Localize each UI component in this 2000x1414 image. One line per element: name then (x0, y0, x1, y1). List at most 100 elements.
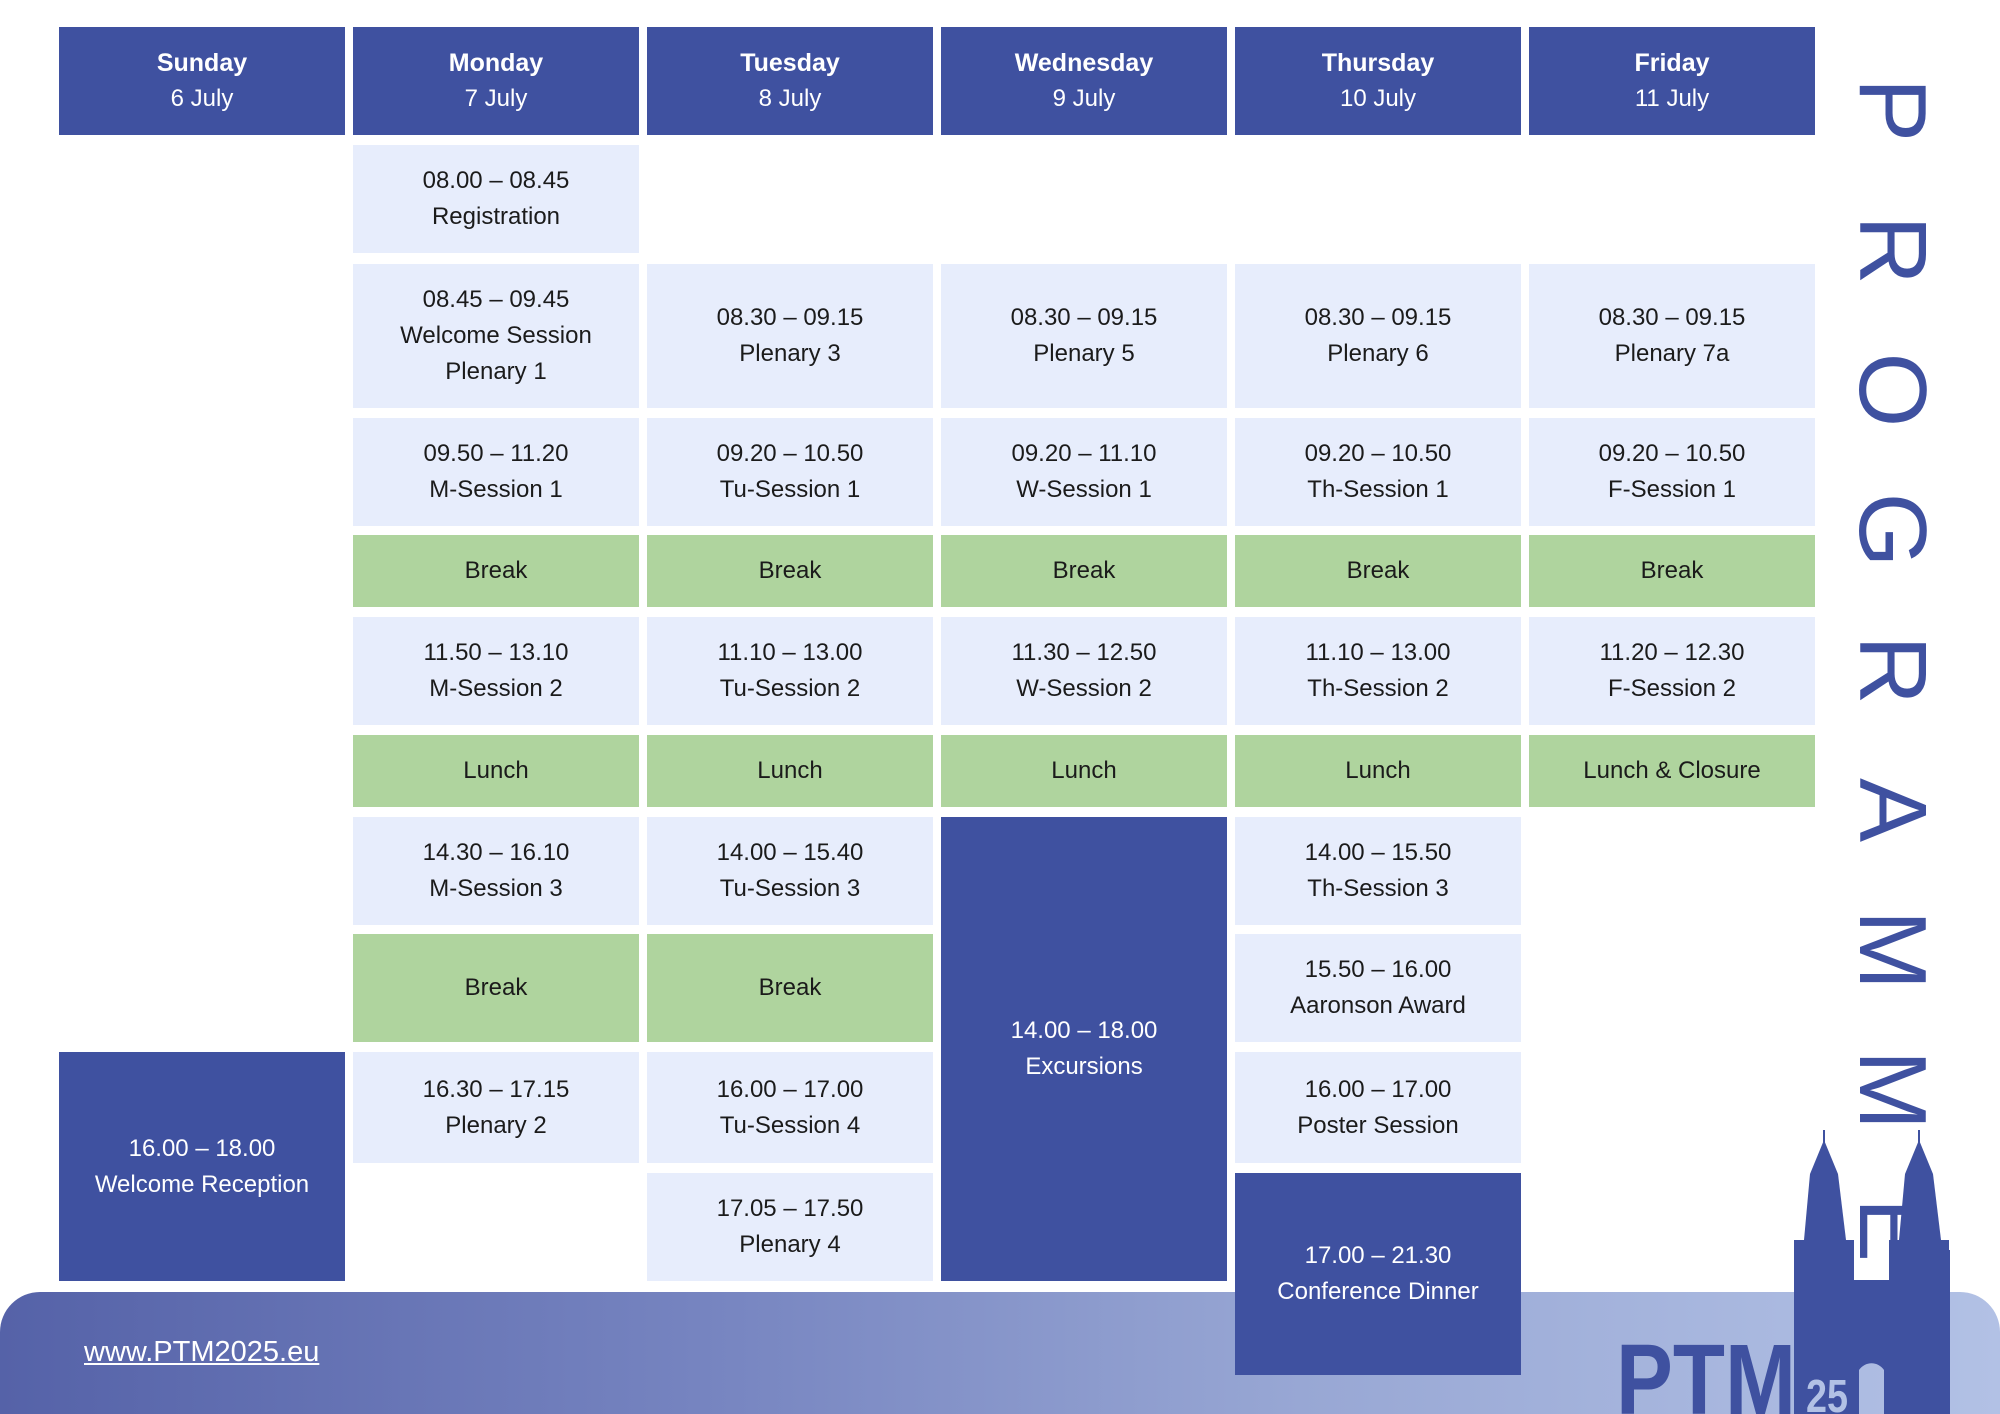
session-time: 11.30 – 12.50 (1011, 639, 1157, 666)
session-poster-session: 16.00 – 17.00 Poster Session (1235, 1052, 1521, 1163)
lunch-label: Lunch (463, 757, 529, 784)
break-block: Break (941, 535, 1227, 607)
session-title: Plenary 3 (739, 340, 841, 367)
break-block: Break (353, 934, 639, 1042)
day-date: 11 July (1634, 85, 1710, 112)
break-block: Break (353, 535, 639, 607)
day-header-friday: Friday 11 July (1529, 27, 1815, 135)
session-title: M-Session 1 (429, 476, 563, 503)
session-title: M-Session 3 (429, 875, 563, 902)
website-link[interactable]: www.PTM2025.eu (84, 1336, 320, 1368)
session-title: Poster Session (1297, 1111, 1459, 1139)
session-time: 08.30 – 09.15 (1010, 304, 1158, 331)
session-plenary-4: 17.05 – 17.50 Plenary 4 (647, 1173, 933, 1281)
session-time: 09.20 – 10.50 (1304, 440, 1452, 467)
session-tu-session-4: 16.00 – 17.00 Tu-Session 4 (647, 1052, 933, 1163)
break-label: Break (1640, 557, 1704, 584)
title-letter: R (1839, 215, 1946, 285)
session-title: Th-Session 1 (1307, 476, 1449, 503)
session-time: 11.50 – 13.10 (423, 639, 569, 666)
session-title: Tu-Session 2 (719, 675, 861, 702)
day-name: Monday (448, 49, 544, 77)
logo-superscript: 25 (1806, 1370, 1848, 1414)
lunch-block: Lunch (647, 735, 933, 807)
session-title: Aaronson Award (1290, 992, 1466, 1019)
title-letter: P (1839, 77, 1946, 143)
lunch-label: Lunch (1051, 757, 1117, 784)
session-title: Welcome Session (400, 322, 592, 349)
session-time: 08.45 – 09.45 (422, 286, 570, 313)
day-date: 7 July (464, 85, 528, 112)
lunch-label: Lunch (1345, 757, 1411, 784)
session-plenary-7a: 08.30 – 09.15 Plenary 7a (1529, 264, 1815, 408)
session-th-session-2: 11.10 – 13.00 Th-Session 2 (1235, 617, 1521, 725)
lunch-label: Lunch & Closure (1583, 757, 1761, 784)
session-title: Registration (431, 203, 561, 230)
lunch-block: Lunch (941, 735, 1227, 807)
day-date: 8 July (758, 85, 822, 112)
session-time: 11.10 – 13.00 (1305, 639, 1451, 666)
day-name: Sunday (156, 49, 248, 77)
day-header-tuesday: Tuesday 8 July (647, 27, 933, 135)
title-letter: R (1839, 635, 1946, 705)
session-excursions: 14.00 – 18.00 Excursions (941, 817, 1227, 1281)
session-plenary-2: 16.30 – 17.15 Plenary 2 (353, 1052, 639, 1163)
session-plenary-3: 08.30 – 09.15 Plenary 3 (647, 264, 933, 408)
session-plenary-6: 08.30 – 09.15 Plenary 6 (1235, 264, 1521, 408)
session-th-session-3: 14.00 – 15.50 Th-Session 3 (1235, 817, 1521, 925)
session-title: Plenary 6 (1327, 340, 1429, 367)
session-time: 11.10 – 13.00 (717, 639, 863, 666)
session-time: 08.30 – 09.15 (1304, 304, 1452, 331)
session-f-session-2: 11.20 – 12.30 F-Session 2 (1529, 617, 1815, 725)
break-label: Break (464, 557, 528, 584)
session-title: Plenary 2 (445, 1111, 547, 1139)
castle-gate-icon (1794, 1130, 1950, 1414)
day-date: 6 July (170, 85, 234, 112)
session-time: 16.00 – 17.00 (716, 1075, 864, 1103)
break-label: Break (1346, 557, 1410, 584)
break-label: Break (758, 557, 822, 584)
day-header-monday: Monday 7 July (353, 27, 639, 135)
lunch-closure-block: Lunch & Closure (1529, 735, 1815, 807)
session-tu-session-1: 09.20 – 10.50 Tu-Session 1 (647, 418, 933, 526)
break-label: Break (464, 974, 528, 1001)
session-title: Tu-Session 3 (719, 875, 861, 902)
session-welcome-plenary-1: 08.45 – 09.45 Welcome Session Plenary 1 (353, 264, 639, 408)
break-label: Break (1052, 557, 1116, 584)
session-time: 17.00 – 21.30 (1304, 1242, 1452, 1269)
session-plenary-5: 08.30 – 09.15 Plenary 5 (941, 264, 1227, 408)
title-letter: G (1839, 492, 1946, 568)
session-title: Th-Session 2 (1307, 675, 1449, 702)
lunch-label: Lunch (757, 757, 823, 784)
session-title: Plenary 5 (1033, 340, 1135, 367)
session-time: 09.20 – 11.10 (1011, 440, 1157, 467)
session-title: Th-Session 3 (1307, 875, 1449, 902)
break-block: Break (647, 535, 933, 607)
session-m-session-3: 14.30 – 16.10 M-Session 3 (353, 817, 639, 925)
session-title: W-Session 2 (1016, 675, 1152, 702)
session-title: Excursions (1025, 1053, 1143, 1080)
logo-text: PTM (1616, 1324, 1796, 1414)
programme-vertical-title: P R O G R A M M E (1839, 40, 1946, 1300)
session-time: 08.00 – 08.45 (422, 167, 570, 194)
day-date: 10 July (1339, 85, 1417, 112)
session-th-session-1: 09.20 – 10.50 Th-Session 1 (1235, 418, 1521, 526)
session-conference-dinner: 17.00 – 21.30 Conference Dinner (1235, 1173, 1521, 1375)
session-title: Tu-Session 1 (719, 476, 861, 503)
session-time: 14.00 – 15.40 (716, 839, 864, 866)
session-time: 09.50 – 11.20 (423, 440, 569, 467)
session-time: 17.05 – 17.50 (716, 1195, 864, 1222)
title-letter: M (1839, 910, 1946, 990)
session-title: Plenary 7a (1614, 340, 1730, 367)
session-title: W-Session 1 (1016, 476, 1152, 503)
session-title: F-Session 2 (1607, 675, 1737, 702)
ptm25-logo: PTM 25 (1616, 1130, 1950, 1414)
title-letter: O (1839, 352, 1946, 428)
day-header-sunday: Sunday 6 July (59, 27, 345, 135)
session-w-session-2: 11.30 – 12.50 W-Session 2 (941, 617, 1227, 725)
session-time: 15.50 – 16.00 (1304, 956, 1452, 983)
session-title: Welcome Reception (94, 1170, 310, 1198)
session-aaronson-award: 15.50 – 16.00 Aaronson Award (1235, 934, 1521, 1042)
break-block: Break (1529, 535, 1815, 607)
session-title: F-Session 1 (1607, 476, 1737, 503)
